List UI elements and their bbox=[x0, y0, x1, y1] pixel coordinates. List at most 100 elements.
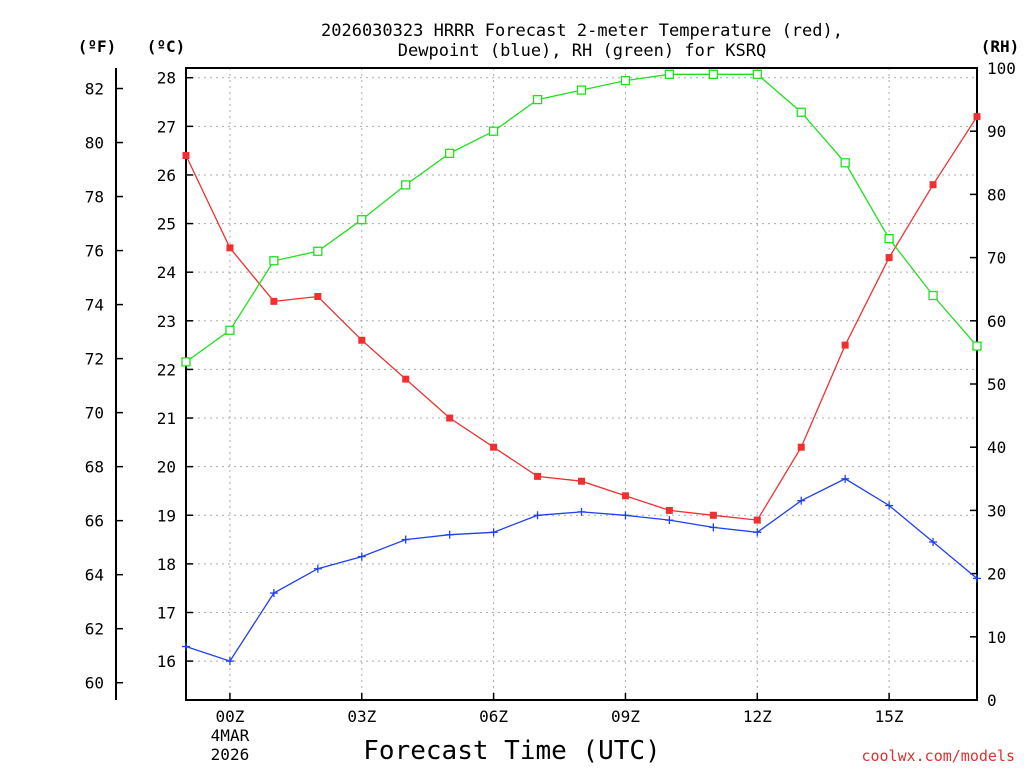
temperature-point bbox=[182, 152, 190, 160]
rh-point bbox=[401, 180, 411, 190]
temperature-point bbox=[665, 506, 673, 514]
celsius-tick-label: 19 bbox=[157, 506, 176, 525]
dewpoint-point bbox=[445, 530, 454, 539]
celsius-tick-label: 28 bbox=[157, 69, 176, 88]
x-tick-label: 00Z bbox=[215, 707, 244, 726]
fahrenheit-tick-label: 78 bbox=[85, 188, 104, 207]
chart-title-line2: Dewpoint (blue), RH (green) for KSRQ bbox=[398, 41, 766, 61]
dewpoint-point bbox=[225, 657, 234, 666]
celsius-tick-label: 16 bbox=[157, 652, 176, 671]
temperature-point bbox=[226, 244, 234, 252]
dewpoint-point bbox=[533, 511, 542, 520]
celsius-tick-label: 17 bbox=[157, 603, 176, 622]
unit-label-fahrenheit: (ºF) bbox=[78, 37, 117, 56]
rh-tick-label: 90 bbox=[987, 122, 1006, 141]
dewpoint-point bbox=[797, 496, 806, 505]
chart-title-line1: 2026030323 HRRR Forecast 2-meter Tempera… bbox=[321, 21, 843, 41]
rh-point bbox=[884, 233, 894, 244]
fahrenheit-tick-label: 74 bbox=[85, 296, 104, 315]
dewpoint-point bbox=[885, 501, 894, 510]
temperature-point bbox=[402, 375, 410, 383]
temperature-point bbox=[709, 511, 717, 519]
rh-tick-label: 100 bbox=[987, 59, 1016, 78]
temperature-point bbox=[621, 492, 629, 500]
temperature-point bbox=[490, 443, 498, 451]
x-date-label-line1: 4MAR bbox=[211, 726, 250, 745]
celsius-tick-label: 22 bbox=[157, 360, 176, 379]
fahrenheit-tick-label: 80 bbox=[85, 134, 104, 153]
temperature-point bbox=[446, 414, 454, 422]
celsius-tick-label: 18 bbox=[157, 555, 176, 574]
fahrenheit-tick-label: 76 bbox=[85, 242, 104, 261]
credit-text: coolwx.com/models bbox=[861, 747, 1015, 765]
rh-point bbox=[532, 94, 543, 105]
plot-frame bbox=[185, 67, 978, 701]
temperature-point bbox=[314, 292, 322, 300]
dewpoint-point bbox=[665, 516, 674, 525]
temperature-point bbox=[797, 443, 805, 451]
rh-point bbox=[357, 215, 367, 225]
dewpoint-point bbox=[753, 528, 762, 537]
temperature-point bbox=[270, 297, 278, 305]
fahrenheit-tick-label: 72 bbox=[85, 350, 104, 369]
celsius-tick-label: 20 bbox=[157, 458, 176, 477]
celsius-tick-label: 25 bbox=[157, 215, 176, 234]
unit-label-rh: (RH) bbox=[981, 37, 1020, 56]
dewpoint-line bbox=[185, 478, 978, 662]
rh-point bbox=[225, 325, 235, 335]
celsius-tick-label: 23 bbox=[157, 312, 176, 331]
dewpoint-point bbox=[841, 474, 850, 483]
rh-point bbox=[796, 107, 806, 117]
rh-tick-label: 10 bbox=[987, 628, 1006, 647]
rh-point bbox=[928, 290, 938, 301]
x-tick-label: 03Z bbox=[347, 707, 376, 726]
temperature-line bbox=[185, 116, 978, 521]
x-tick-label: 09Z bbox=[611, 707, 640, 726]
fahrenheit-tick-label: 64 bbox=[85, 566, 104, 585]
dewpoint-point bbox=[269, 589, 278, 598]
celsius-tick-label: 21 bbox=[157, 409, 176, 428]
rh-tick-label: 40 bbox=[987, 438, 1006, 457]
grid-lines bbox=[186, 68, 977, 700]
dewpoint-point bbox=[621, 511, 630, 520]
rh-tick-label: 80 bbox=[987, 185, 1006, 204]
fahrenheit-tick-label: 60 bbox=[85, 674, 104, 693]
temperature-point bbox=[973, 113, 981, 121]
x-tick-label: 15Z bbox=[875, 707, 904, 726]
rh-point bbox=[620, 75, 631, 86]
rh-point bbox=[488, 126, 499, 136]
axes: 60 62 64 66 68 70 72 74 76 78 80 82 16 17 18 19 20 21 22 23… bbox=[85, 59, 1016, 764]
rh-point bbox=[576, 85, 587, 95]
x-axis-title: Forecast Time (UTC) bbox=[363, 736, 660, 766]
rh-point bbox=[708, 69, 718, 79]
rh-tick-label: 20 bbox=[987, 565, 1006, 584]
x-tick-label: 06Z bbox=[479, 707, 508, 726]
rh-point bbox=[313, 246, 323, 256]
rh-tick-label: 70 bbox=[987, 249, 1006, 268]
rh-tick-label: 60 bbox=[987, 312, 1006, 331]
dewpoint-point bbox=[489, 528, 498, 537]
fahrenheit-tick-label: 70 bbox=[85, 404, 104, 423]
dewpoint-point bbox=[357, 552, 366, 561]
dewpoint-point bbox=[577, 507, 586, 516]
dewpoint-point bbox=[401, 535, 410, 544]
temperature-point bbox=[534, 472, 542, 480]
temperature-point bbox=[929, 181, 937, 189]
fahrenheit-tick-label: 82 bbox=[85, 80, 104, 99]
fahrenheit-tick-label: 66 bbox=[85, 512, 104, 531]
dewpoint-point bbox=[182, 642, 190, 651]
dewpoint-point bbox=[709, 523, 718, 532]
rh-tick-label: 0 bbox=[987, 691, 997, 710]
temperature-point bbox=[841, 341, 849, 349]
temperature-point bbox=[885, 254, 893, 262]
rh-point bbox=[752, 69, 762, 79]
celsius-tick-label: 24 bbox=[157, 263, 176, 282]
fahrenheit-tick-label: 62 bbox=[85, 620, 104, 639]
celsius-tick-label: 27 bbox=[157, 117, 176, 136]
x-date-label-line2: 2026 bbox=[211, 745, 250, 764]
temperature-point bbox=[578, 477, 585, 485]
dewpoint-point bbox=[313, 564, 322, 573]
rh-point bbox=[972, 341, 982, 351]
rh-point bbox=[664, 69, 675, 79]
